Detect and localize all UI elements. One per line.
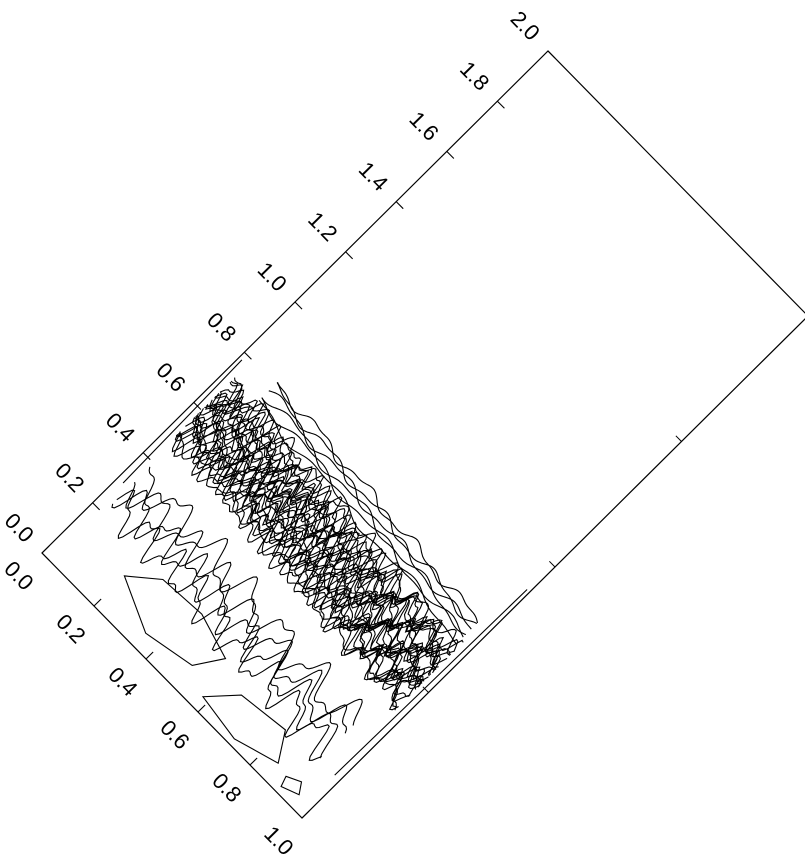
far-edge-tick <box>675 435 682 442</box>
long-axis-tick-label: 0.2 <box>50 458 89 497</box>
short-axis-tick <box>301 810 310 819</box>
short-axis-tick-label: 0.8 <box>207 768 246 807</box>
long-axis-tick <box>395 201 404 210</box>
long-axis-tick <box>547 50 556 59</box>
long-axis-tick <box>446 151 455 159</box>
contour-line <box>205 396 445 677</box>
short-axis-tick <box>93 598 102 607</box>
long-axis-tick-label: 2.0 <box>506 6 545 45</box>
contour-line <box>261 397 464 638</box>
contour-line <box>122 359 243 484</box>
contour-line <box>191 417 425 697</box>
contour-line <box>192 408 422 688</box>
contour-line <box>185 416 424 687</box>
contour-line <box>261 397 467 636</box>
long-axis-tick-label: 0.4 <box>101 408 140 447</box>
contour-line <box>233 377 457 656</box>
contour-line <box>219 389 455 658</box>
long-axis-tick-label: 1.0 <box>253 257 292 296</box>
far-edge-tick <box>549 560 556 568</box>
contour-line <box>111 489 339 759</box>
long-axis-tick-label: 0.0 <box>0 508 39 547</box>
short-axis-tick <box>249 757 258 766</box>
contour-line <box>280 775 303 796</box>
far-edge-tick <box>422 686 429 693</box>
long-axis-tick-label: 0.6 <box>151 357 190 396</box>
long-axis-tick <box>92 502 101 511</box>
short-axis-tick <box>197 704 206 713</box>
contour-line <box>199 404 439 681</box>
short-axis-tick-label: 0.4 <box>103 662 142 701</box>
axis-tick-labels: 0.0 0.2 0.4 0.6 0.8 1.0 1.2 1.4 1.6 1.8 2.0 0.0 0.2 0… <box>0 6 545 859</box>
long-axis-tick <box>497 100 505 109</box>
contour-line <box>195 413 420 690</box>
contour-line <box>209 399 448 666</box>
plot-frame <box>41 50 805 819</box>
long-axis-tick <box>345 251 354 260</box>
long-axis-tick <box>142 452 151 461</box>
short-axis-tick-label: 0.6 <box>155 715 194 754</box>
contour-line <box>125 482 348 734</box>
long-axis-tick <box>244 351 252 360</box>
long-axis-tick <box>294 301 303 310</box>
contour-line <box>258 399 457 645</box>
contour-line <box>276 381 479 624</box>
contour-line <box>123 575 227 666</box>
short-axis-tick <box>41 545 50 554</box>
long-axis-tick-label: 1.8 <box>455 56 494 95</box>
contour-line <box>176 425 411 698</box>
long-axis-tick-label: 1.4 <box>354 157 393 196</box>
contour-line <box>116 489 330 761</box>
plot-border <box>41 50 805 819</box>
long-axis-tick <box>41 552 50 561</box>
contour-lines <box>111 359 528 796</box>
short-axis-tick-label: 1.0 <box>259 821 298 854</box>
long-axis-tick-label: 1.2 <box>303 207 342 246</box>
contour-line <box>201 694 287 765</box>
contour-line <box>141 466 363 726</box>
short-axis-tick-label: 0.0 <box>0 556 39 595</box>
short-axis-tick <box>145 651 154 660</box>
short-axis-tick-label: 0.2 <box>51 609 90 648</box>
contour-line <box>224 381 464 653</box>
axis-ticks <box>41 50 682 819</box>
long-axis-tick-label: 0.8 <box>202 307 241 346</box>
contour-line <box>334 589 528 776</box>
long-axis-tick-label: 1.6 <box>404 106 443 145</box>
